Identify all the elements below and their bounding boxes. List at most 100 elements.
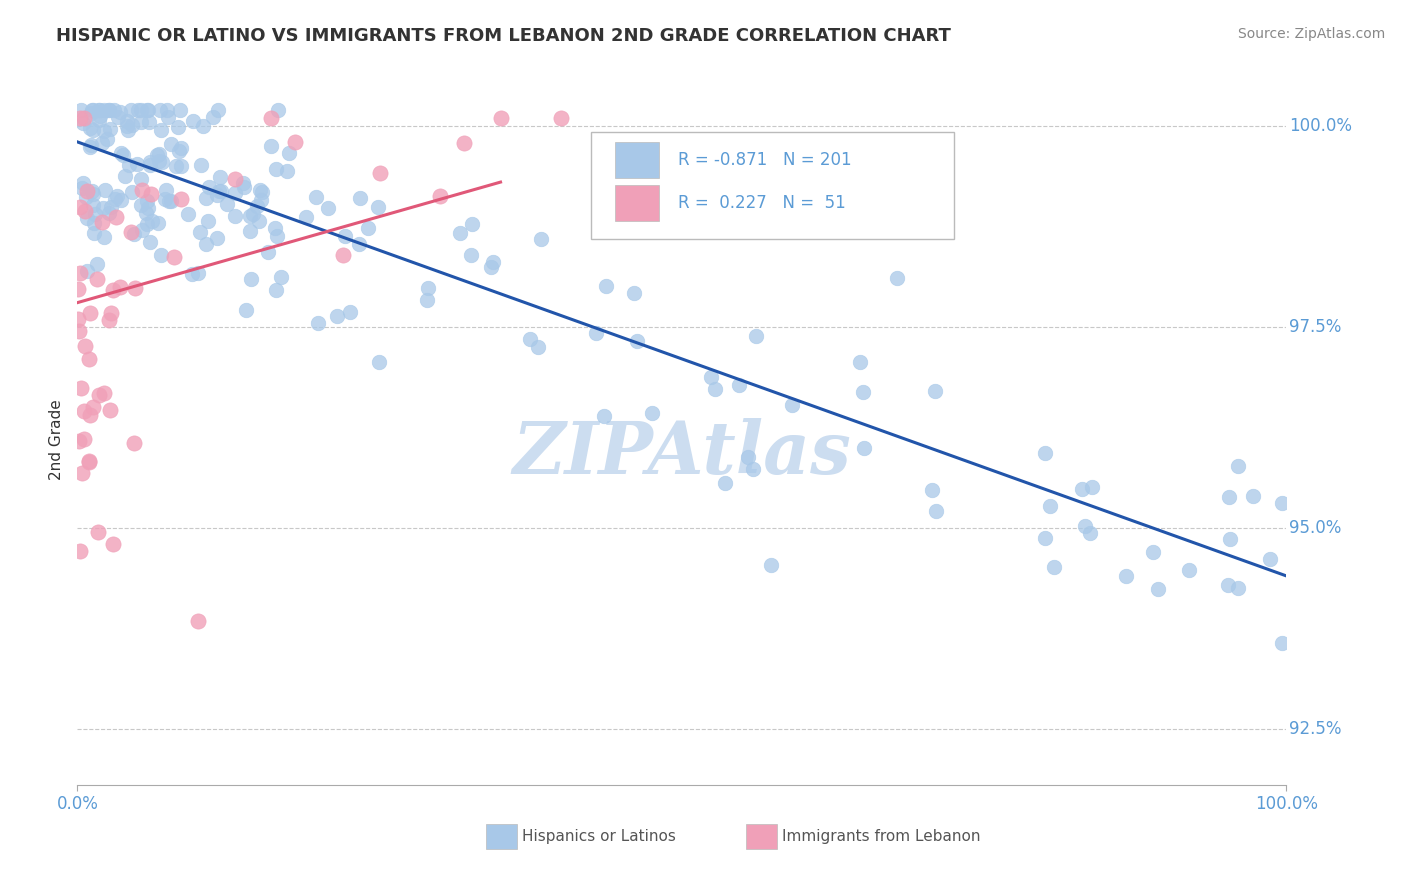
Point — [77, 455, 100, 469]
Point — [595, 278, 617, 293]
Point — [1226, 459, 1249, 474]
FancyBboxPatch shape — [616, 142, 659, 178]
Point — [924, 384, 946, 398]
Point — [1226, 581, 1249, 595]
Point — [453, 136, 475, 151]
Point — [449, 226, 471, 240]
Point — [110, 193, 132, 207]
Point — [247, 213, 270, 227]
Point — [83, 226, 105, 240]
Point — [761, 558, 783, 572]
Point — [482, 255, 505, 269]
Point — [90, 214, 112, 228]
Point — [209, 185, 232, 199]
Point — [368, 165, 391, 179]
Text: 95.0%: 95.0% — [1289, 519, 1341, 537]
Point — [852, 384, 875, 399]
Point — [550, 111, 572, 125]
Point — [89, 388, 111, 402]
Point — [415, 293, 437, 307]
Point — [150, 154, 173, 169]
Point — [89, 103, 111, 117]
Point — [160, 194, 183, 208]
Text: 100.0%: 100.0% — [1289, 117, 1353, 135]
Text: R = -0.871   N = 201: R = -0.871 N = 201 — [678, 151, 852, 169]
Point — [148, 154, 170, 169]
Point — [429, 189, 451, 203]
Point — [93, 103, 115, 117]
Point — [73, 339, 96, 353]
Point — [176, 207, 198, 221]
Point — [98, 103, 121, 117]
Point — [1218, 490, 1240, 504]
Point — [67, 311, 90, 326]
Point — [266, 283, 288, 297]
Point — [139, 155, 162, 169]
Point — [264, 162, 287, 177]
Point — [111, 148, 134, 162]
Point — [131, 103, 153, 117]
Point — [641, 406, 664, 420]
Point — [270, 269, 292, 284]
Point — [368, 355, 391, 369]
Point — [98, 312, 121, 326]
Point — [76, 211, 98, 226]
Point — [205, 187, 228, 202]
Point — [82, 186, 104, 201]
Point — [745, 329, 768, 343]
Point — [284, 135, 307, 149]
Point — [136, 194, 159, 208]
Point — [1071, 482, 1094, 496]
Point — [1271, 496, 1294, 510]
Point — [332, 248, 354, 262]
FancyBboxPatch shape — [486, 823, 517, 848]
Point — [257, 245, 280, 260]
Point — [105, 210, 128, 224]
Point — [1078, 526, 1101, 541]
Point — [79, 408, 101, 422]
Point — [67, 324, 90, 338]
Point — [70, 381, 93, 395]
Point — [742, 461, 765, 475]
Point — [155, 184, 177, 198]
Point — [195, 237, 218, 252]
Point — [339, 305, 361, 319]
Point — [117, 158, 139, 172]
Point — [263, 220, 285, 235]
Point — [1033, 446, 1056, 460]
Point — [703, 382, 725, 396]
Point — [886, 271, 908, 285]
Point — [136, 201, 159, 215]
Point — [242, 207, 264, 221]
Point — [626, 334, 648, 348]
Point — [156, 110, 179, 124]
Point — [853, 441, 876, 455]
Point — [1241, 489, 1264, 503]
Point — [153, 193, 176, 207]
Point — [593, 409, 616, 423]
Point — [89, 113, 111, 128]
Text: ZIPAtlas: ZIPAtlas — [513, 417, 851, 489]
Point — [246, 199, 269, 213]
Point — [69, 544, 91, 558]
Text: Immigrants from Lebanon: Immigrants from Lebanon — [782, 829, 981, 844]
Point — [120, 103, 142, 117]
Point — [149, 122, 172, 136]
Point — [170, 192, 193, 206]
Point — [156, 103, 179, 117]
Point — [86, 272, 108, 286]
Point — [91, 202, 114, 216]
Point — [207, 103, 229, 117]
Point — [146, 216, 169, 230]
Point — [82, 400, 104, 414]
Point — [208, 169, 231, 184]
Point — [623, 286, 645, 301]
Point — [149, 103, 172, 117]
Point — [108, 104, 131, 119]
Point — [170, 141, 193, 155]
Text: R =  0.227   N =  51: R = 0.227 N = 51 — [678, 194, 846, 212]
Point — [714, 476, 737, 491]
Point — [224, 209, 246, 223]
Point — [100, 306, 122, 320]
Point — [131, 198, 153, 212]
